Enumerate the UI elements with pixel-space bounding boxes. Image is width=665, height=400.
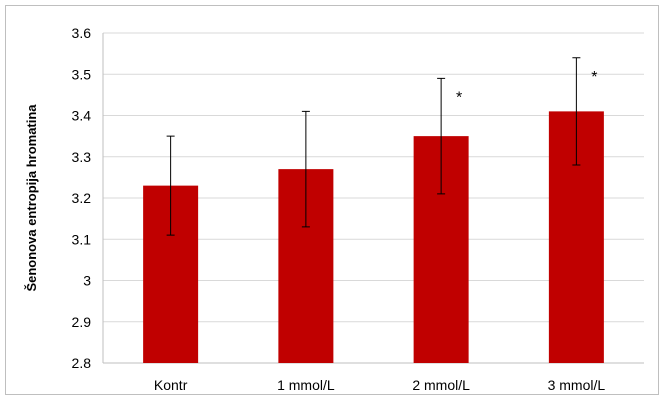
y-tick-label: 3.2: [72, 190, 92, 206]
y-tick-label: 3.3: [72, 149, 92, 165]
annotations: **: [456, 69, 597, 107]
y-tick-label: 2.8: [72, 355, 92, 371]
x-tick-label: Kontr: [154, 377, 188, 393]
y-tick-label: 3.6: [72, 25, 92, 41]
error-bar: [572, 57, 581, 166]
error-bar: [301, 110, 310, 228]
error-bar: [166, 135, 175, 236]
error-bars: [166, 57, 581, 236]
y-tick-label: 3.1: [72, 231, 92, 247]
y-axis-label: Šenonova entropija hromatina: [24, 104, 39, 292]
significance-marker: *: [591, 69, 597, 86]
y-tick-label: 2.9: [72, 314, 92, 330]
y-tick-label: 3.4: [72, 108, 92, 124]
x-tick-label: 1 mmol/L: [277, 377, 335, 393]
x-axis-ticks: Kontr 1 mmol/L 2 mmol/L 3 mmol/L: [154, 377, 605, 393]
x-tick-label: 2 mmol/L: [412, 377, 470, 393]
y-tick-label: 3: [83, 273, 91, 289]
bars: [143, 111, 604, 363]
significance-marker: *: [456, 89, 462, 106]
error-bar: [437, 77, 446, 195]
x-tick-label: 3 mmol/L: [548, 377, 606, 393]
y-tick-label: 3.5: [72, 66, 92, 82]
y-axis-ticks: 2.8 2.9 3 3.1 3.2 3.3 3.4 3.5 3.6: [72, 25, 92, 371]
